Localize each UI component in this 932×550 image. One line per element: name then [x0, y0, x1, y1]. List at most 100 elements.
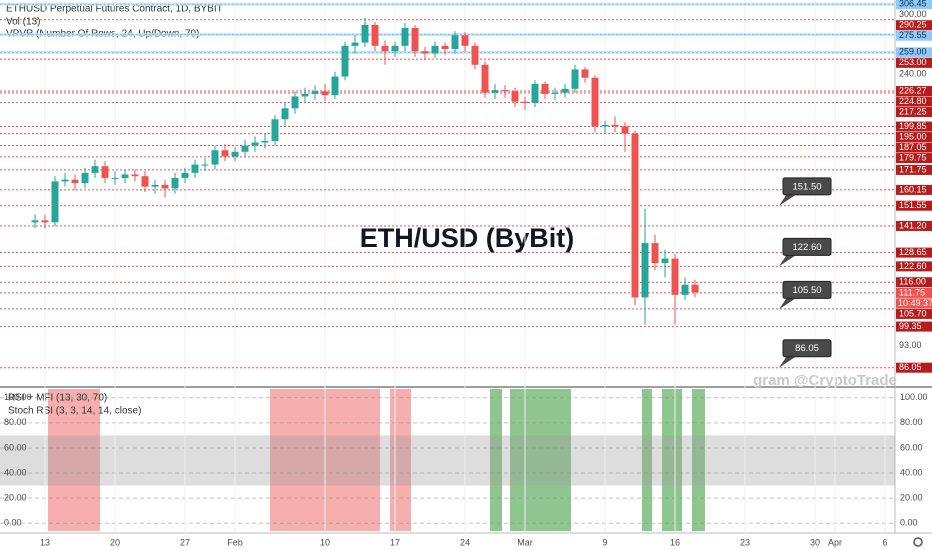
candle-body: [511, 91, 519, 102]
candle-body: [371, 24, 379, 46]
x-tick-label: 27: [180, 537, 190, 547]
candle-body: [231, 151, 239, 157]
candle-body: [291, 96, 299, 109]
y-tick-label: 100.00: [900, 392, 928, 402]
candle-body: [621, 126, 629, 134]
oversold-zone: [490, 389, 502, 531]
candle-body: [461, 35, 469, 46]
price-label-box: [896, 30, 932, 41]
candle-body: [561, 88, 569, 93]
candle-body: [391, 45, 399, 52]
callout-label: 105.50: [792, 285, 821, 296]
callout-box: [782, 339, 832, 358]
x-tick-label: 20: [110, 537, 120, 547]
price-label: 199.85: [899, 121, 927, 131]
candle-body: [101, 166, 109, 178]
price-label: 300.00: [899, 9, 927, 19]
price-label-box: [896, 142, 932, 153]
price-label-box: [896, 132, 932, 143]
oversold-zone: [662, 389, 682, 531]
price-label-box: [896, 96, 932, 107]
settings-icon[interactable]: [913, 537, 923, 547]
candle-body: [551, 92, 559, 94]
price-label: 275.55: [899, 30, 927, 40]
price-label-box: [896, 321, 932, 332]
x-tick-label: 30: [810, 537, 820, 547]
candle-body: [581, 69, 589, 78]
candle-body: [631, 133, 639, 298]
price-label-box: [896, 200, 932, 211]
price-label: 93.00: [899, 340, 922, 350]
candle-body: [381, 45, 389, 52]
price-label-box: [896, 153, 932, 164]
price-label-box: [896, 47, 932, 58]
candle-body: [51, 181, 59, 223]
x-tick-label: 6: [882, 537, 887, 547]
level-band: [0, 2, 895, 6]
x-tick-label: Feb: [227, 537, 243, 547]
y-tick-label: 60.00: [900, 442, 923, 452]
price-label-box: [896, 261, 932, 272]
callout-label: 122.60: [792, 242, 821, 253]
candle-body: [211, 150, 219, 165]
x-tick-label: 10: [320, 537, 330, 547]
price-label-box: [896, 277, 932, 288]
oversold-zone: [692, 389, 705, 531]
candle-body: [141, 176, 149, 187]
price-label: 141.20: [899, 220, 927, 230]
x-tick-label: 13: [40, 537, 50, 547]
x-tick-label: 9: [602, 537, 607, 547]
x-tick-label: Mar: [517, 537, 533, 547]
price-label: 116.00: [899, 277, 926, 287]
y-tick-label: 80.00: [4, 417, 27, 427]
price-label: 224.80: [899, 96, 927, 106]
callout-box: [782, 237, 832, 256]
candle-body: [671, 258, 679, 295]
price-label-box: [896, 308, 932, 319]
y-tick-label: 60.00: [4, 442, 27, 452]
oversold-zone: [510, 389, 571, 531]
candle-body: [691, 284, 699, 293]
candle-body: [281, 108, 289, 120]
y-tick-label: 40.00: [4, 467, 27, 477]
price-label: 86.05: [899, 362, 922, 372]
candle-body: [81, 172, 89, 184]
chart-title: ETH/USD (ByBit): [360, 223, 575, 253]
price-label-box: [896, 220, 932, 231]
price-label: 105.70: [899, 308, 927, 318]
candle-body: [491, 90, 499, 93]
candle-body: [351, 42, 359, 46]
callout-box: [782, 177, 832, 196]
callout-pointer: [779, 254, 797, 267]
candle-body: [481, 64, 489, 93]
price-label: 187.05: [899, 142, 927, 152]
candle-body: [571, 69, 579, 89]
candle-body: [91, 166, 99, 173]
candle-body: [301, 93, 309, 97]
candle-body: [251, 142, 259, 146]
candle-body: [501, 90, 509, 92]
y-tick-label: 0.00: [4, 518, 22, 528]
candle-body: [31, 220, 39, 223]
candle-body: [451, 35, 459, 50]
candle-body: [361, 24, 369, 43]
price-label: 217.25: [899, 106, 927, 116]
candle-body: [321, 91, 329, 96]
candle-body: [471, 45, 479, 65]
candle-body: [331, 76, 339, 96]
price-label: 306.45: [899, 0, 927, 9]
level-band: [0, 33, 895, 37]
candle-body: [221, 150, 229, 157]
candle-body: [261, 141, 269, 143]
candle-body: [171, 177, 179, 189]
candle-body: [541, 83, 549, 94]
overbought-zone: [48, 389, 100, 531]
candle-body: [591, 77, 599, 127]
candle-body: [271, 119, 279, 142]
candle-body: [411, 28, 419, 52]
rsi-band: [0, 435, 895, 486]
candle-body: [61, 179, 69, 182]
callout-pointer: [779, 193, 797, 206]
oversold-zone: [642, 389, 652, 531]
